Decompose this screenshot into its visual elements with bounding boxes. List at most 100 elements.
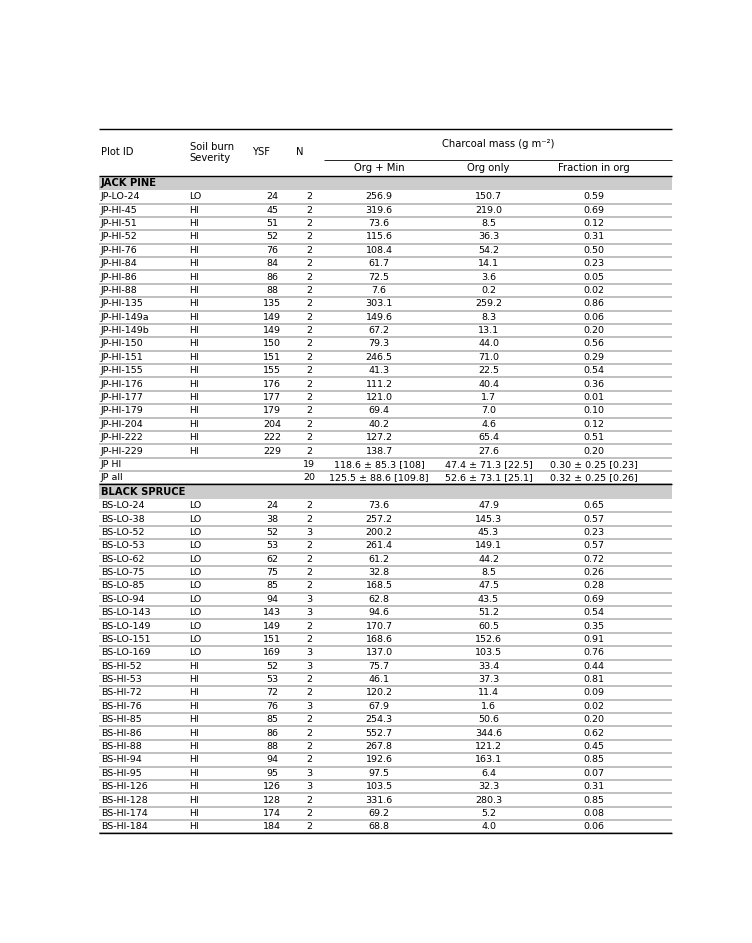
Text: HI: HI [190, 715, 199, 724]
Text: LO: LO [190, 528, 202, 537]
Text: 155: 155 [263, 366, 281, 375]
Text: 2: 2 [306, 515, 312, 523]
Text: 7.6: 7.6 [371, 286, 387, 295]
Text: 120.2: 120.2 [365, 688, 393, 698]
Text: 0.50: 0.50 [584, 246, 605, 255]
Text: 75: 75 [266, 568, 278, 577]
Text: BS-LO-94: BS-LO-94 [101, 595, 144, 604]
Text: 0.72: 0.72 [584, 554, 605, 564]
Text: N: N [296, 147, 304, 157]
Text: 2: 2 [306, 796, 312, 804]
Text: 46.1: 46.1 [368, 675, 390, 684]
Text: JP-HI-45: JP-HI-45 [101, 206, 138, 215]
Text: JP-HI-51: JP-HI-51 [101, 219, 138, 228]
Text: 115.6: 115.6 [365, 233, 393, 241]
Text: 11.4: 11.4 [478, 688, 499, 698]
Text: 45.3: 45.3 [478, 528, 499, 537]
Text: 3: 3 [306, 608, 312, 618]
Text: 3: 3 [306, 782, 312, 791]
Text: HI: HI [190, 729, 199, 737]
Text: 38: 38 [266, 515, 278, 523]
Text: 149: 149 [263, 313, 281, 322]
Text: 135: 135 [263, 299, 281, 308]
Text: 8.5: 8.5 [481, 568, 496, 577]
Text: 2: 2 [306, 299, 312, 308]
Text: JP-HI-149b: JP-HI-149b [101, 326, 150, 335]
Text: 27.6: 27.6 [478, 447, 499, 455]
Text: 2: 2 [306, 206, 312, 215]
Text: 0.01: 0.01 [584, 393, 605, 402]
Text: 53: 53 [266, 541, 278, 551]
Text: 45: 45 [266, 206, 278, 215]
Text: 62: 62 [266, 554, 278, 564]
Text: 50.6: 50.6 [478, 715, 499, 724]
Text: HI: HI [190, 782, 199, 791]
Text: HI: HI [190, 273, 199, 282]
Text: 2: 2 [306, 447, 312, 455]
Text: 73.6: 73.6 [368, 501, 390, 510]
Text: BS-HI-86: BS-HI-86 [101, 729, 141, 737]
Text: 22.5: 22.5 [478, 366, 499, 375]
Text: BS-LO-52: BS-LO-52 [101, 528, 144, 537]
Text: 204: 204 [263, 420, 281, 429]
Text: 43.5: 43.5 [478, 595, 499, 604]
Text: JP-HI-149a: JP-HI-149a [101, 313, 150, 322]
Text: 52: 52 [266, 233, 278, 241]
Text: HI: HI [190, 447, 199, 455]
Text: 118.6 ± 85.3 [108]: 118.6 ± 85.3 [108] [334, 460, 424, 469]
Text: 65.4: 65.4 [478, 433, 499, 442]
Text: HI: HI [190, 326, 199, 335]
Text: 24: 24 [266, 501, 278, 510]
Text: LO: LO [190, 501, 202, 510]
Text: 137.0: 137.0 [365, 649, 393, 657]
Text: 0.20: 0.20 [584, 326, 605, 335]
Text: 152.6: 152.6 [475, 635, 502, 644]
Text: 280.3: 280.3 [475, 796, 502, 804]
Text: HI: HI [190, 769, 199, 778]
Text: 177: 177 [263, 393, 281, 402]
Text: LO: LO [190, 621, 202, 631]
Text: HI: HI [190, 353, 199, 362]
Text: 103.5: 103.5 [475, 649, 502, 657]
Text: 111.2: 111.2 [365, 380, 393, 389]
Text: 2: 2 [306, 541, 312, 551]
Text: 0.23: 0.23 [584, 259, 605, 268]
Text: Soil burn
Severity: Soil burn Severity [190, 141, 234, 163]
Text: HI: HI [190, 742, 199, 751]
Text: 0.23: 0.23 [584, 528, 605, 537]
Text: 257.2: 257.2 [365, 515, 393, 523]
Text: 40.4: 40.4 [478, 380, 499, 389]
Text: BS-HI-174: BS-HI-174 [101, 809, 147, 818]
Text: 2: 2 [306, 420, 312, 429]
Text: 44.0: 44.0 [478, 339, 499, 349]
Text: 261.4: 261.4 [365, 541, 393, 551]
Text: BS-HI-52: BS-HI-52 [101, 662, 141, 670]
Text: 143: 143 [263, 608, 281, 618]
Text: 76: 76 [266, 246, 278, 255]
Text: 60.5: 60.5 [478, 621, 499, 631]
Text: 2: 2 [306, 353, 312, 362]
Text: 121.0: 121.0 [365, 393, 393, 402]
Text: 149: 149 [263, 326, 281, 335]
Text: 0.57: 0.57 [584, 541, 605, 551]
Text: BS-LO-24: BS-LO-24 [101, 501, 144, 510]
Text: 0.06: 0.06 [584, 822, 605, 832]
Text: 0.85: 0.85 [584, 796, 605, 804]
Text: 0.30 ± 0.25 [0.23]: 0.30 ± 0.25 [0.23] [550, 460, 638, 469]
Text: 0.20: 0.20 [584, 447, 605, 455]
Text: 2: 2 [306, 809, 312, 818]
Text: 88: 88 [266, 286, 278, 295]
Text: 1.7: 1.7 [481, 393, 496, 402]
Text: 2: 2 [306, 219, 312, 228]
Text: HI: HI [190, 233, 199, 241]
Text: BS-LO-75: BS-LO-75 [101, 568, 144, 577]
Text: 151: 151 [263, 353, 281, 362]
Text: 125.5 ± 88.6 [109.8]: 125.5 ± 88.6 [109.8] [329, 473, 429, 482]
Text: LO: LO [190, 568, 202, 577]
Text: 0.35: 0.35 [584, 621, 605, 631]
Text: JP-HI-177: JP-HI-177 [101, 393, 144, 402]
Text: JP-HI-52: JP-HI-52 [101, 233, 138, 241]
Text: 0.02: 0.02 [584, 702, 605, 711]
Text: 41.3: 41.3 [368, 366, 390, 375]
Text: JP-HI-179: JP-HI-179 [101, 406, 144, 415]
